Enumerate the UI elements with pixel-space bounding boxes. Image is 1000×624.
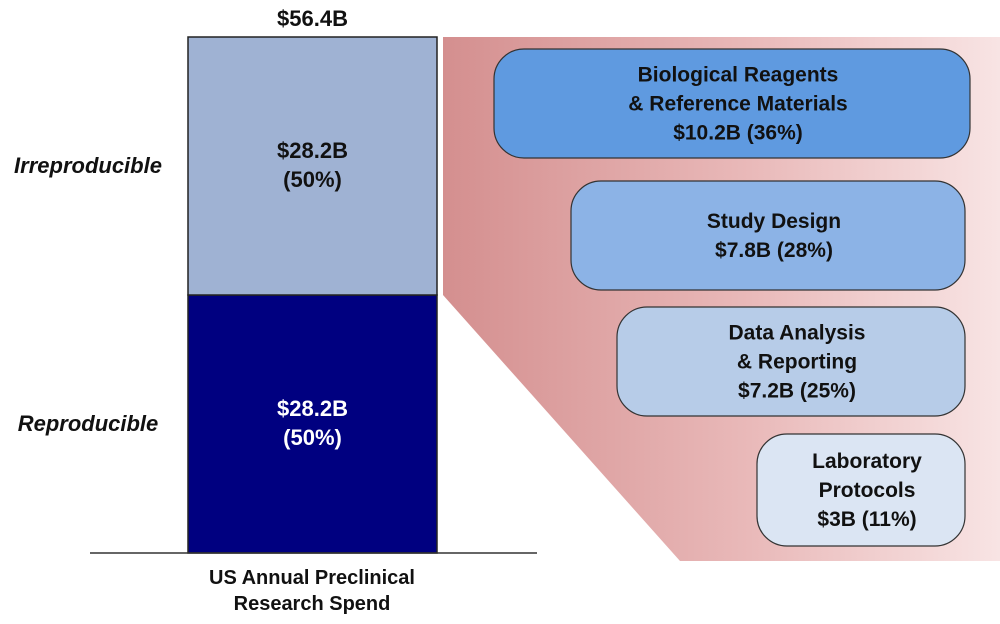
breakdown-box-label-line: & Reporting — [737, 351, 857, 374]
bar-segment-reproducible — [187, 294, 438, 554]
bar-total-label: $56.4B — [277, 6, 348, 31]
breakdown-box — [570, 180, 966, 291]
breakdown-box-label-line: Study Design — [707, 210, 841, 233]
breakdown-wedge — [443, 37, 1000, 561]
bar-segment-irreproducible — [187, 36, 438, 296]
x-axis-label-line: Research Spend — [234, 593, 391, 615]
segment-category-label: Irreproducible — [14, 153, 162, 178]
segment-pct-label: (50%) — [283, 167, 342, 192]
breakdown-box-label-line: Biological Reagents — [638, 64, 839, 87]
breakdown-box-label-line: Laboratory — [812, 450, 922, 473]
x-axis-label-line: US Annual Preclinical — [209, 567, 415, 589]
segment-value-label: $28.2B — [277, 138, 348, 163]
breakdown-box-label-line: Protocols — [819, 479, 916, 502]
breakdown-box-label-line: Data Analysis — [729, 322, 866, 345]
breakdown-box-label-line: & Reference Materials — [628, 93, 847, 116]
breakdown-box-label-line: $7.2B (25%) — [738, 380, 856, 403]
breakdown-box — [616, 306, 966, 417]
breakdown-box — [756, 433, 966, 547]
breakdown-box-label-line: $10.2B (36%) — [673, 122, 803, 145]
breakdown-box — [493, 48, 971, 159]
segment-pct-label: (50%) — [283, 425, 342, 450]
breakdown-box-label-line: $3B (11%) — [817, 508, 916, 531]
segment-category-label: Reproducible — [18, 411, 159, 436]
breakdown-box-label-line: $7.8B (28%) — [715, 239, 833, 262]
segment-value-label: $28.2B — [277, 396, 348, 421]
